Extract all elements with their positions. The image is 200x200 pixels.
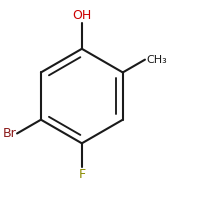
Text: CH₃: CH₃: [146, 55, 167, 65]
Text: Br: Br: [2, 127, 16, 140]
Text: OH: OH: [72, 9, 91, 22]
Text: F: F: [78, 168, 85, 181]
